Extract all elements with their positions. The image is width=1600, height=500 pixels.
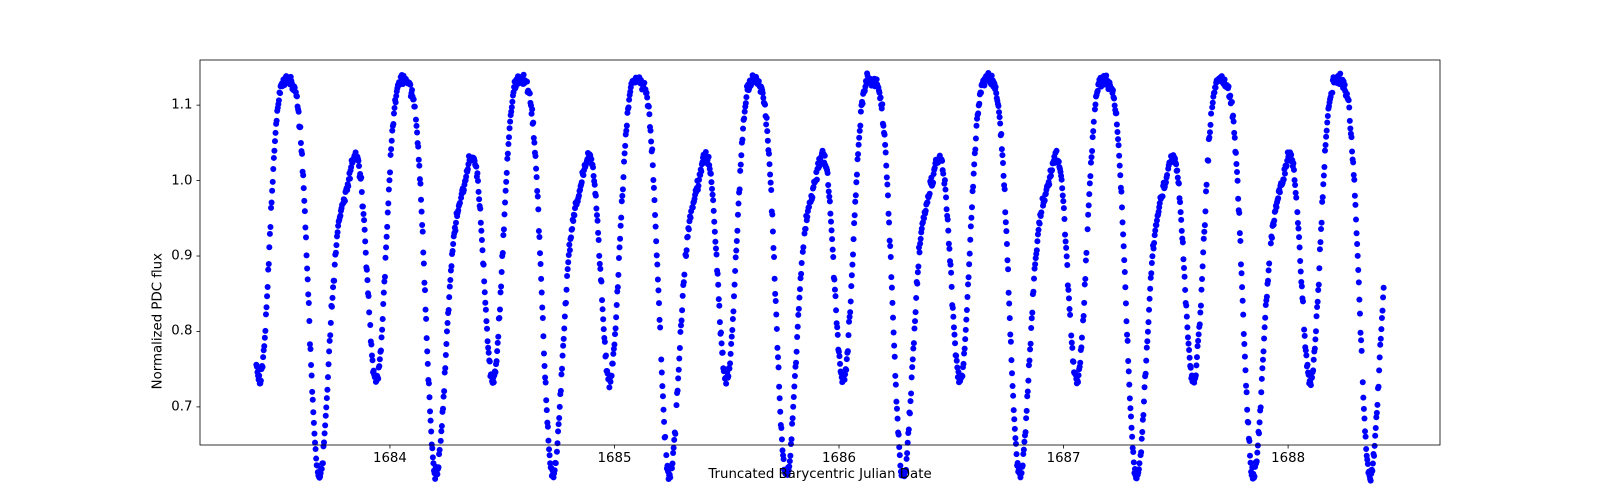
y-tick-label: 0.7: [171, 399, 192, 414]
y-tick-label: 0.8: [171, 324, 192, 339]
y-tick-label: 1.0: [171, 173, 192, 188]
y-tick-label: 0.9: [171, 249, 192, 264]
x-axis-label: Truncated Barycentric Julian Date: [708, 467, 931, 482]
scatter-series: [253, 70, 1386, 484]
x-tick-label: 1685: [598, 451, 632, 466]
x-tick-label: 1684: [373, 451, 407, 466]
scatter-plot-canvas: [200, 60, 1440, 445]
y-axis-label: Normalized PDC flux: [151, 253, 166, 389]
x-tick-label: 1687: [1047, 451, 1081, 466]
x-tick-label: 1686: [822, 451, 856, 466]
x-tick-label: 1688: [1271, 451, 1305, 466]
figure: Truncated Barycentric Julian Date Normal…: [0, 0, 1600, 500]
y-tick-label: 1.1: [171, 98, 192, 113]
axes-area: [200, 60, 1440, 445]
axes-frame: [200, 60, 1440, 445]
